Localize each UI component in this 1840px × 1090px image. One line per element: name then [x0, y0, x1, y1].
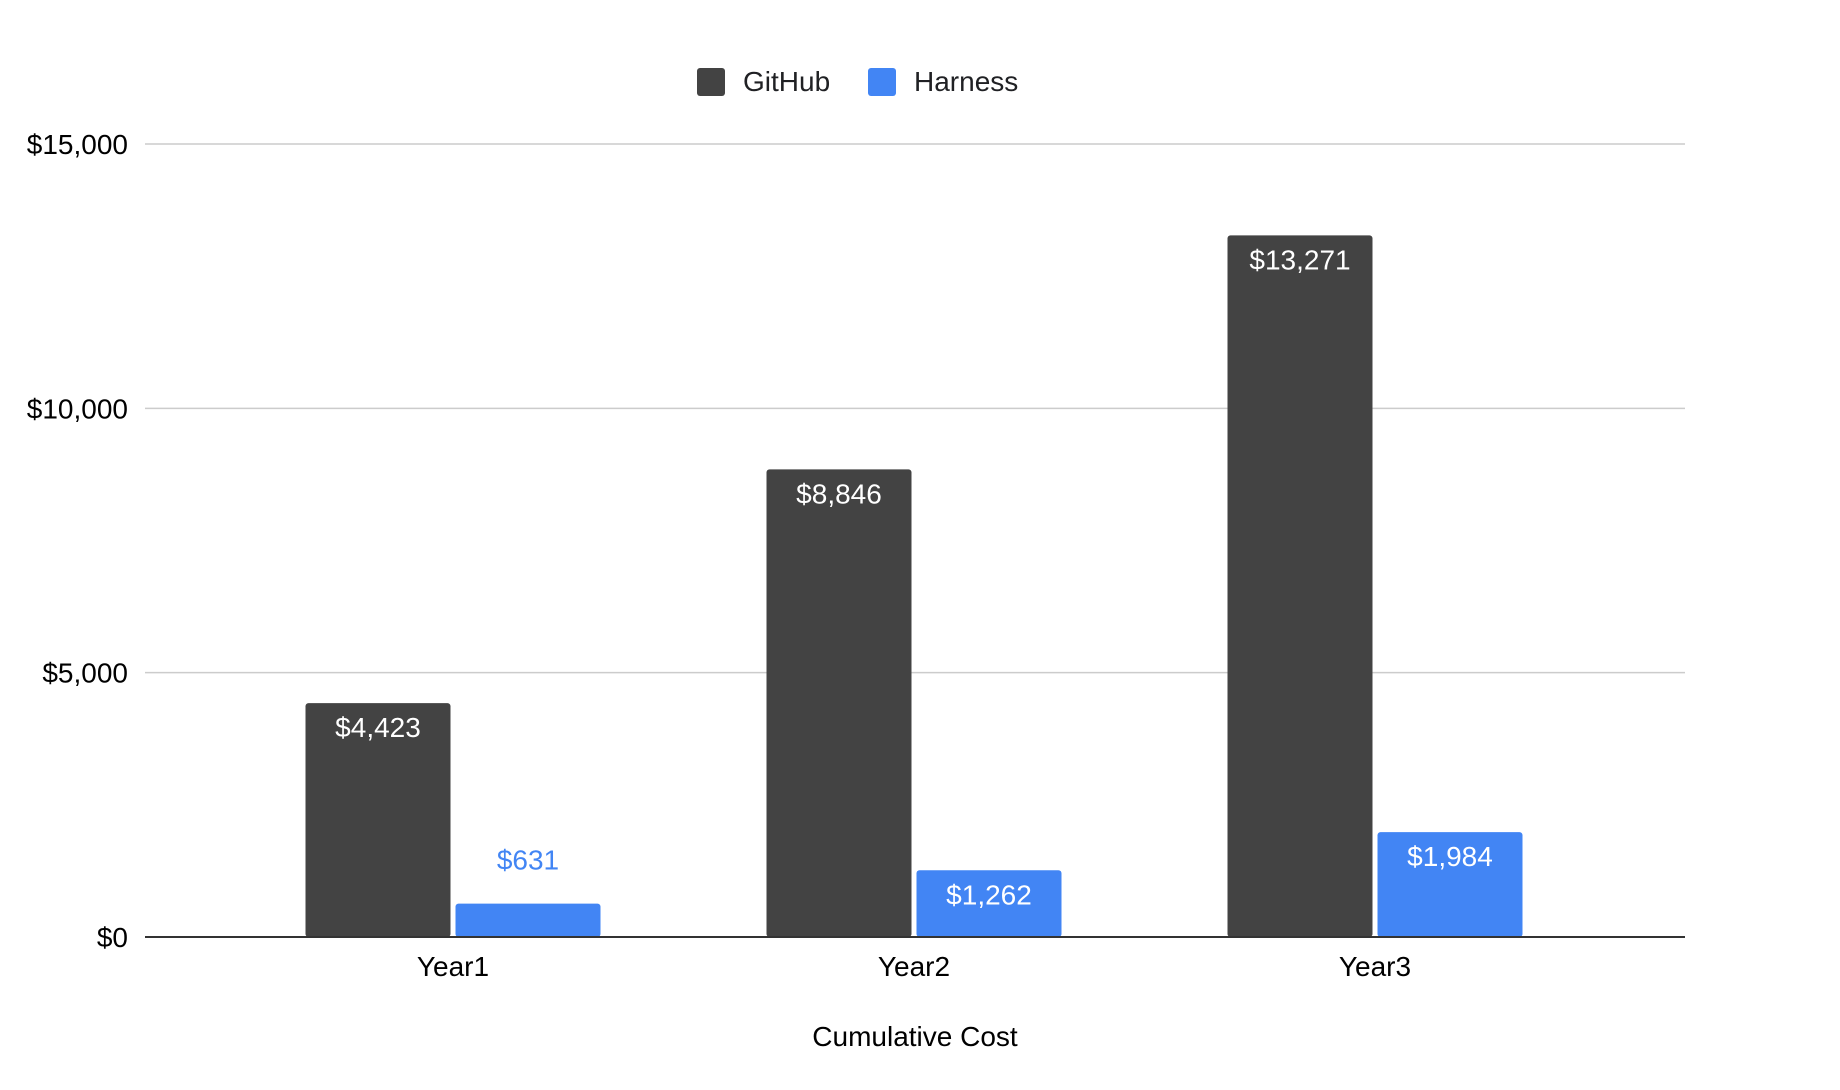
bar-github-year3 [1227, 235, 1373, 937]
gridlines [145, 143, 1685, 674]
legend: GitHub Harness [697, 66, 1018, 97]
data-label-github-year2: $8,846 [796, 478, 882, 509]
data-label-harness-year2: $1,262 [946, 879, 1032, 910]
bar-github-year1 [305, 703, 451, 937]
legend-label-github: GitHub [743, 66, 830, 97]
y-tick-label: $15,000 [27, 129, 128, 160]
data-label-github-year1: $4,423 [335, 712, 421, 743]
bars [305, 235, 1523, 937]
legend-swatch-harness [868, 68, 896, 96]
y-tick-label: $5,000 [42, 658, 128, 689]
legend-swatch-github [697, 68, 725, 96]
y-axis-ticks: $0 $5,000 $10,000 $15,000 [27, 129, 128, 953]
bar-harness-year1 [455, 903, 601, 937]
data-labels: $4,423 $631 $8,846 $1,262 $13,271 $1,984 [335, 244, 1493, 910]
legend-label-harness: Harness [914, 66, 1018, 97]
y-tick-label: $0 [97, 922, 128, 953]
bar-github-year2 [766, 469, 912, 937]
data-label-harness-year1: $631 [497, 845, 559, 876]
data-label-harness-year3: $1,984 [1407, 841, 1493, 872]
x-axis-categories: Year1 Year2 Year3 [417, 951, 1411, 982]
x-category-label: Year2 [878, 951, 950, 982]
data-label-github-year3: $13,271 [1249, 244, 1350, 275]
x-category-label: Year1 [417, 951, 489, 982]
bar-harness-year2 [916, 870, 1062, 937]
x-axis-title: Cumulative Cost [812, 1021, 1018, 1052]
y-tick-label: $10,000 [27, 393, 128, 424]
bar-harness-year3 [1377, 832, 1523, 937]
x-category-label: Year3 [1339, 951, 1411, 982]
